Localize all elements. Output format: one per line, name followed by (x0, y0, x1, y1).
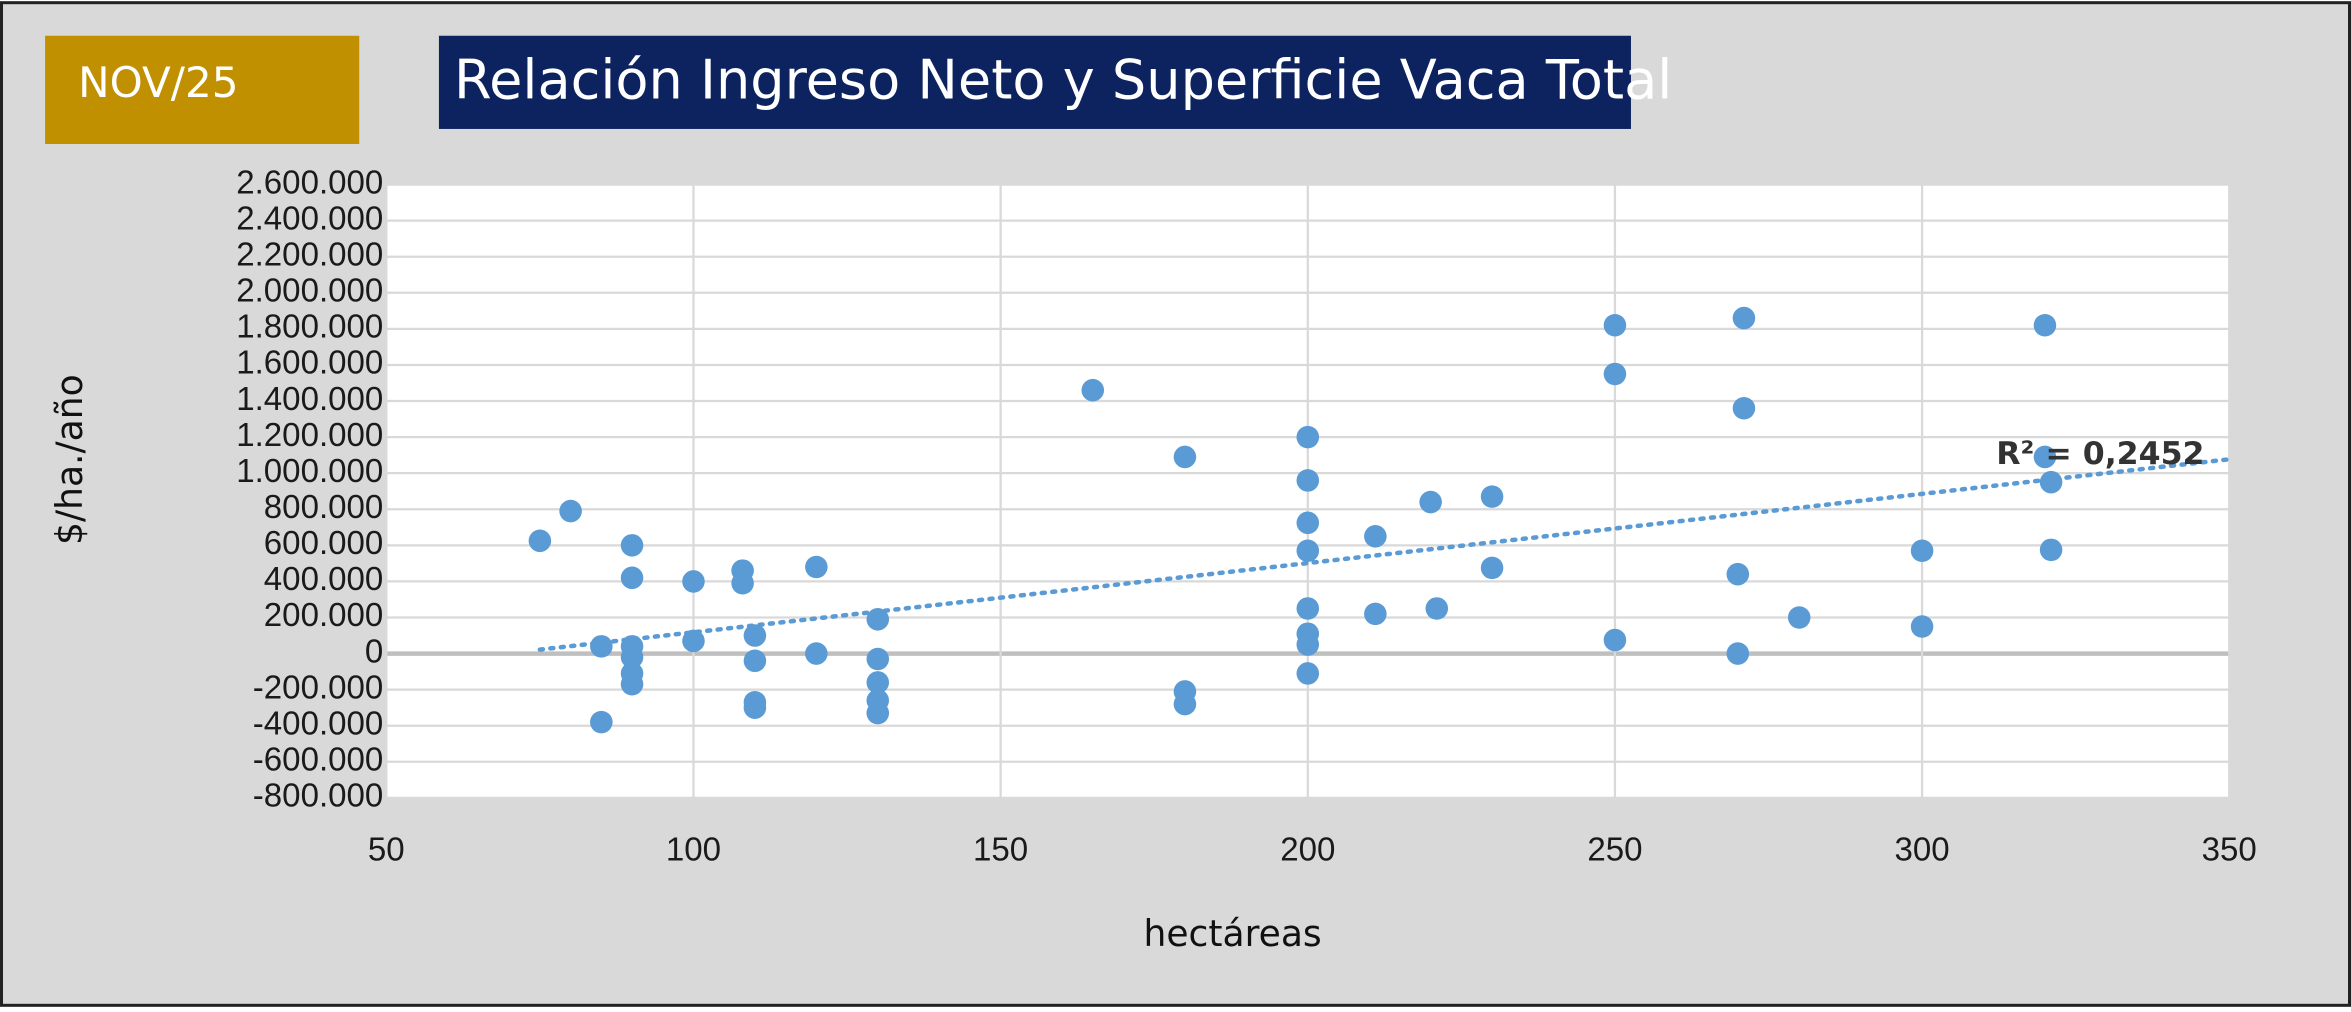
point (1910, 539, 1934, 563)
point (2033, 445, 2057, 469)
point (1296, 662, 1320, 685)
y-tick-label: 800.000 (264, 489, 384, 526)
y-tick-label: 2.600.000 (236, 164, 383, 201)
point (743, 624, 767, 647)
x-tick-label: 250 (1587, 832, 1642, 869)
trendline (537, 457, 2232, 652)
y-tick-label: 2.200.000 (236, 236, 383, 273)
x-tick-label: 300 (1895, 832, 1950, 869)
point (1787, 606, 1811, 629)
y-tick-label: 2.400.000 (236, 200, 383, 237)
point (682, 629, 705, 653)
point (743, 649, 767, 673)
point (620, 645, 644, 669)
badge: NOV/25 (78, 58, 238, 107)
point (2033, 313, 2057, 337)
badge-box (45, 35, 360, 144)
x-tick-label: 100 (666, 832, 721, 869)
point (590, 710, 613, 734)
point (1910, 615, 1934, 638)
point (559, 499, 582, 523)
point (1296, 539, 1320, 563)
point (620, 672, 644, 696)
point (1296, 633, 1320, 656)
point (1603, 628, 1627, 652)
point (1296, 469, 1320, 492)
point (620, 534, 644, 557)
point (731, 571, 754, 595)
point (805, 642, 828, 665)
point (1364, 602, 1387, 626)
y-tick-label: -400.000 (253, 705, 384, 742)
point (590, 635, 613, 658)
point (1419, 490, 1442, 514)
point (1296, 597, 1320, 620)
y-axis-title: $/ha./año (49, 374, 91, 545)
y-tick-label: 1.200.000 (236, 417, 383, 454)
point (1296, 425, 1320, 449)
point (528, 529, 552, 553)
point (805, 555, 828, 579)
point (1480, 556, 1504, 580)
point (866, 701, 890, 725)
y-tick-label: 600.000 (264, 525, 384, 562)
x-tick-label: 50 (368, 832, 405, 869)
point (743, 696, 767, 719)
point (1364, 525, 1387, 548)
y-tick-label: 1.000.000 (236, 453, 383, 490)
x-tick-label: 200 (1280, 832, 1335, 869)
title-box (438, 35, 1631, 129)
point (1173, 692, 1197, 716)
y-tick-label: 400.000 (264, 561, 384, 598)
y-tick-label: 200.000 (264, 597, 384, 634)
y-tick-label: 1.800.000 (236, 309, 383, 346)
point (1173, 445, 1197, 469)
point (2039, 470, 2063, 494)
point (1603, 313, 1627, 337)
y-tick-label: 1.600.000 (236, 345, 383, 382)
point (2039, 538, 2063, 562)
annotation: R² = 0,2452 (1996, 436, 2204, 472)
y-tick-label: 2.000.000 (236, 273, 383, 310)
y-tick-label: -200.000 (253, 669, 384, 706)
point (1480, 485, 1504, 508)
point (682, 570, 705, 593)
point (866, 608, 890, 631)
point (1603, 362, 1627, 386)
y-tick-label: -600.000 (253, 742, 384, 779)
x-axis-title: hectáreas (1144, 913, 1322, 955)
point (1726, 642, 1750, 665)
y-tick-label: -800.000 (253, 778, 384, 815)
point (1732, 306, 1756, 330)
point (1732, 396, 1756, 420)
point (1296, 511, 1320, 535)
y-tick-label: 0 (365, 633, 383, 670)
point (866, 671, 890, 694)
point (620, 566, 644, 590)
point (1726, 562, 1750, 586)
y-tick-label: 1.400.000 (236, 381, 383, 418)
point (866, 647, 890, 671)
point (1081, 378, 1105, 402)
point (1425, 597, 1449, 620)
x-tick-label: 350 (2202, 832, 2257, 869)
x-tick-label: 150 (973, 832, 1028, 869)
chart-title: Relación Ingreso Neto y Superficie Vaca … (454, 48, 1672, 111)
